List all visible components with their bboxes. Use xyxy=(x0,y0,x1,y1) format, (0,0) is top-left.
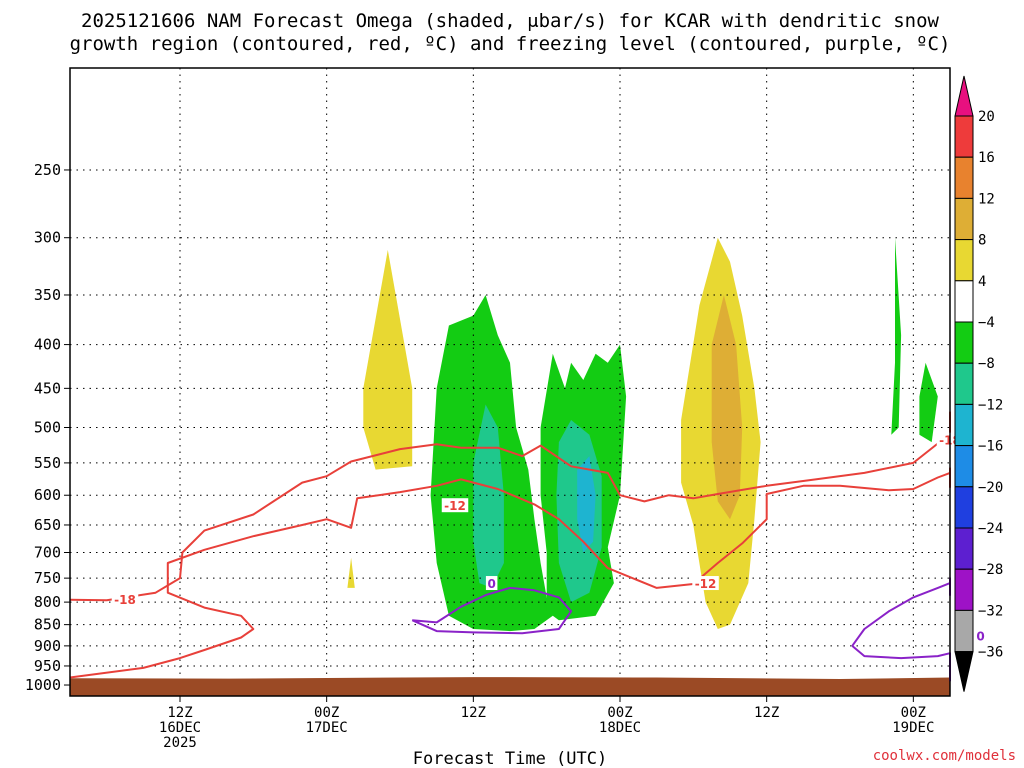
x-tick-label-3-1: 00Z xyxy=(607,705,632,721)
colorbar-swatch-3 xyxy=(954,197,974,241)
contour-label-bg-8 xyxy=(974,628,987,643)
colorbar-label-7: −8 xyxy=(978,356,995,372)
x-tick-label-4-1: 12Z xyxy=(754,705,779,721)
terrain-ground-fill xyxy=(70,675,950,696)
colorbar-label-1: 20 xyxy=(978,109,995,125)
contour-label-bg-6 xyxy=(485,576,498,591)
y-tick-label-400: 400 xyxy=(34,336,61,354)
colorbar: 20 16 12 8 4 −4 −8 −12 −16 −20 −24 −28 −32 −36 xyxy=(954,75,1003,692)
y-tick-label-600: 600 xyxy=(34,486,61,504)
colorbar-swatch-8 xyxy=(954,403,974,447)
y-tick-label-450: 450 xyxy=(34,379,61,397)
y-tick-label-700: 700 xyxy=(34,544,61,562)
colorbar-swatch-5 xyxy=(954,280,974,323)
y-tick-label-350: 350 xyxy=(34,286,61,304)
x-tick-label-0-3: 2025 xyxy=(163,735,197,751)
terrain-layer xyxy=(70,675,950,696)
x-tick-label-0-2: 16DEC xyxy=(159,720,201,736)
contour-label-bg-5 xyxy=(1022,477,1024,492)
contour-label-bg-2 xyxy=(441,498,469,513)
colorbar-swatch-4 xyxy=(954,239,974,282)
y-tick-label-300: 300 xyxy=(34,229,61,247)
y-tick-label-1000: 1000 xyxy=(25,676,61,694)
contour-label-2: -12 xyxy=(444,499,466,513)
omega-region-1 xyxy=(363,249,413,470)
gridlines-layer xyxy=(70,68,950,696)
x-tick-label-1-1: 00Z xyxy=(314,705,339,721)
colorbar-swatch-11 xyxy=(954,527,974,570)
credit-text[interactable]: coolwx.com/models xyxy=(873,748,1016,764)
y-tick-label-550: 550 xyxy=(34,454,61,472)
x-tick-label-5-1: 00Z xyxy=(901,705,926,721)
colorbar-label-8: −12 xyxy=(978,397,1003,413)
colorbar-label-11: −24 xyxy=(978,521,1003,537)
chart-title-line-1: 2025121606 NAM Forecast Omega (shaded, μ… xyxy=(81,10,939,32)
y-tick-label-250: 250 xyxy=(34,161,61,179)
x-tick-label-2-1: 12Z xyxy=(461,705,486,721)
colorbar-label-3: 12 xyxy=(978,191,995,207)
colorbar-label-4: 8 xyxy=(978,233,986,249)
colorbar-label-10: −20 xyxy=(978,480,1003,496)
contour-line-3 xyxy=(411,586,573,635)
colorbar-top-triangle xyxy=(954,75,974,117)
colorbar-swatch-2 xyxy=(954,156,974,199)
plot-frame xyxy=(69,67,951,697)
omega-region-7 xyxy=(891,237,902,435)
omega-region-4 xyxy=(711,295,743,520)
y-axis: 250 300 350 400 450 500 550 600 650 700 750 800 850 9… xyxy=(25,161,70,694)
colorbar-label-6: −4 xyxy=(978,315,995,331)
colorbar-swatch-13 xyxy=(954,609,974,653)
contour-label-1: -18 xyxy=(114,593,136,607)
contour-label-bg-1 xyxy=(111,591,139,606)
x-axis-title: Forecast Time (UTC) xyxy=(413,749,607,768)
colorbar-swatch-1 xyxy=(954,115,974,158)
contour-label-bg-3 xyxy=(692,576,719,591)
colorbar-label-2: 16 xyxy=(978,150,995,166)
y-tick-label-650: 650 xyxy=(34,516,61,534)
y-tick-label-900: 900 xyxy=(34,637,61,655)
contour-label-6: 0 xyxy=(487,577,495,591)
colorbar-label-14: −36 xyxy=(978,645,1003,661)
x-tick-label-3-2: 18DEC xyxy=(599,720,641,736)
y-tick-label-950: 950 xyxy=(34,657,61,675)
colorbar-swatch-7 xyxy=(954,362,974,405)
colorbar-bottom-triangle xyxy=(954,651,974,692)
y-tick-label-500: 500 xyxy=(34,418,61,436)
colorbar-swatch-10 xyxy=(954,486,974,529)
y-tick-label-750: 750 xyxy=(34,569,61,587)
y-tick-label-800: 800 xyxy=(34,593,61,611)
x-tick-label-1-2: 17DEC xyxy=(306,720,348,736)
omega-shading-layer xyxy=(347,237,938,632)
colorbar-label-13: −32 xyxy=(978,603,1003,619)
contour-label-8: 0 xyxy=(976,630,984,644)
colorbar-label-9: −16 xyxy=(978,439,1003,455)
omega-region-12 xyxy=(473,404,504,588)
omega-region-15 xyxy=(577,456,596,553)
colorbar-swatch-12 xyxy=(954,568,974,611)
colorbar-label-12: −28 xyxy=(978,562,1003,578)
colorbar-swatch-9 xyxy=(954,445,974,488)
omega-region-8 xyxy=(919,362,938,443)
contour-label-3: -12 xyxy=(695,577,717,591)
contour-line-2 xyxy=(69,467,951,679)
chart-title-line-2: growth region (contoured, red, ºC) and f… xyxy=(70,33,951,55)
omega-region-2 xyxy=(347,557,355,588)
y-tick-label-850: 850 xyxy=(34,616,61,634)
colorbar-swatch-6 xyxy=(954,321,974,364)
colorbar-label-5: 4 xyxy=(978,274,986,290)
x-tick-label-0-1: 12Z xyxy=(167,705,192,721)
x-tick-label-5-2: 19DEC xyxy=(892,720,934,736)
